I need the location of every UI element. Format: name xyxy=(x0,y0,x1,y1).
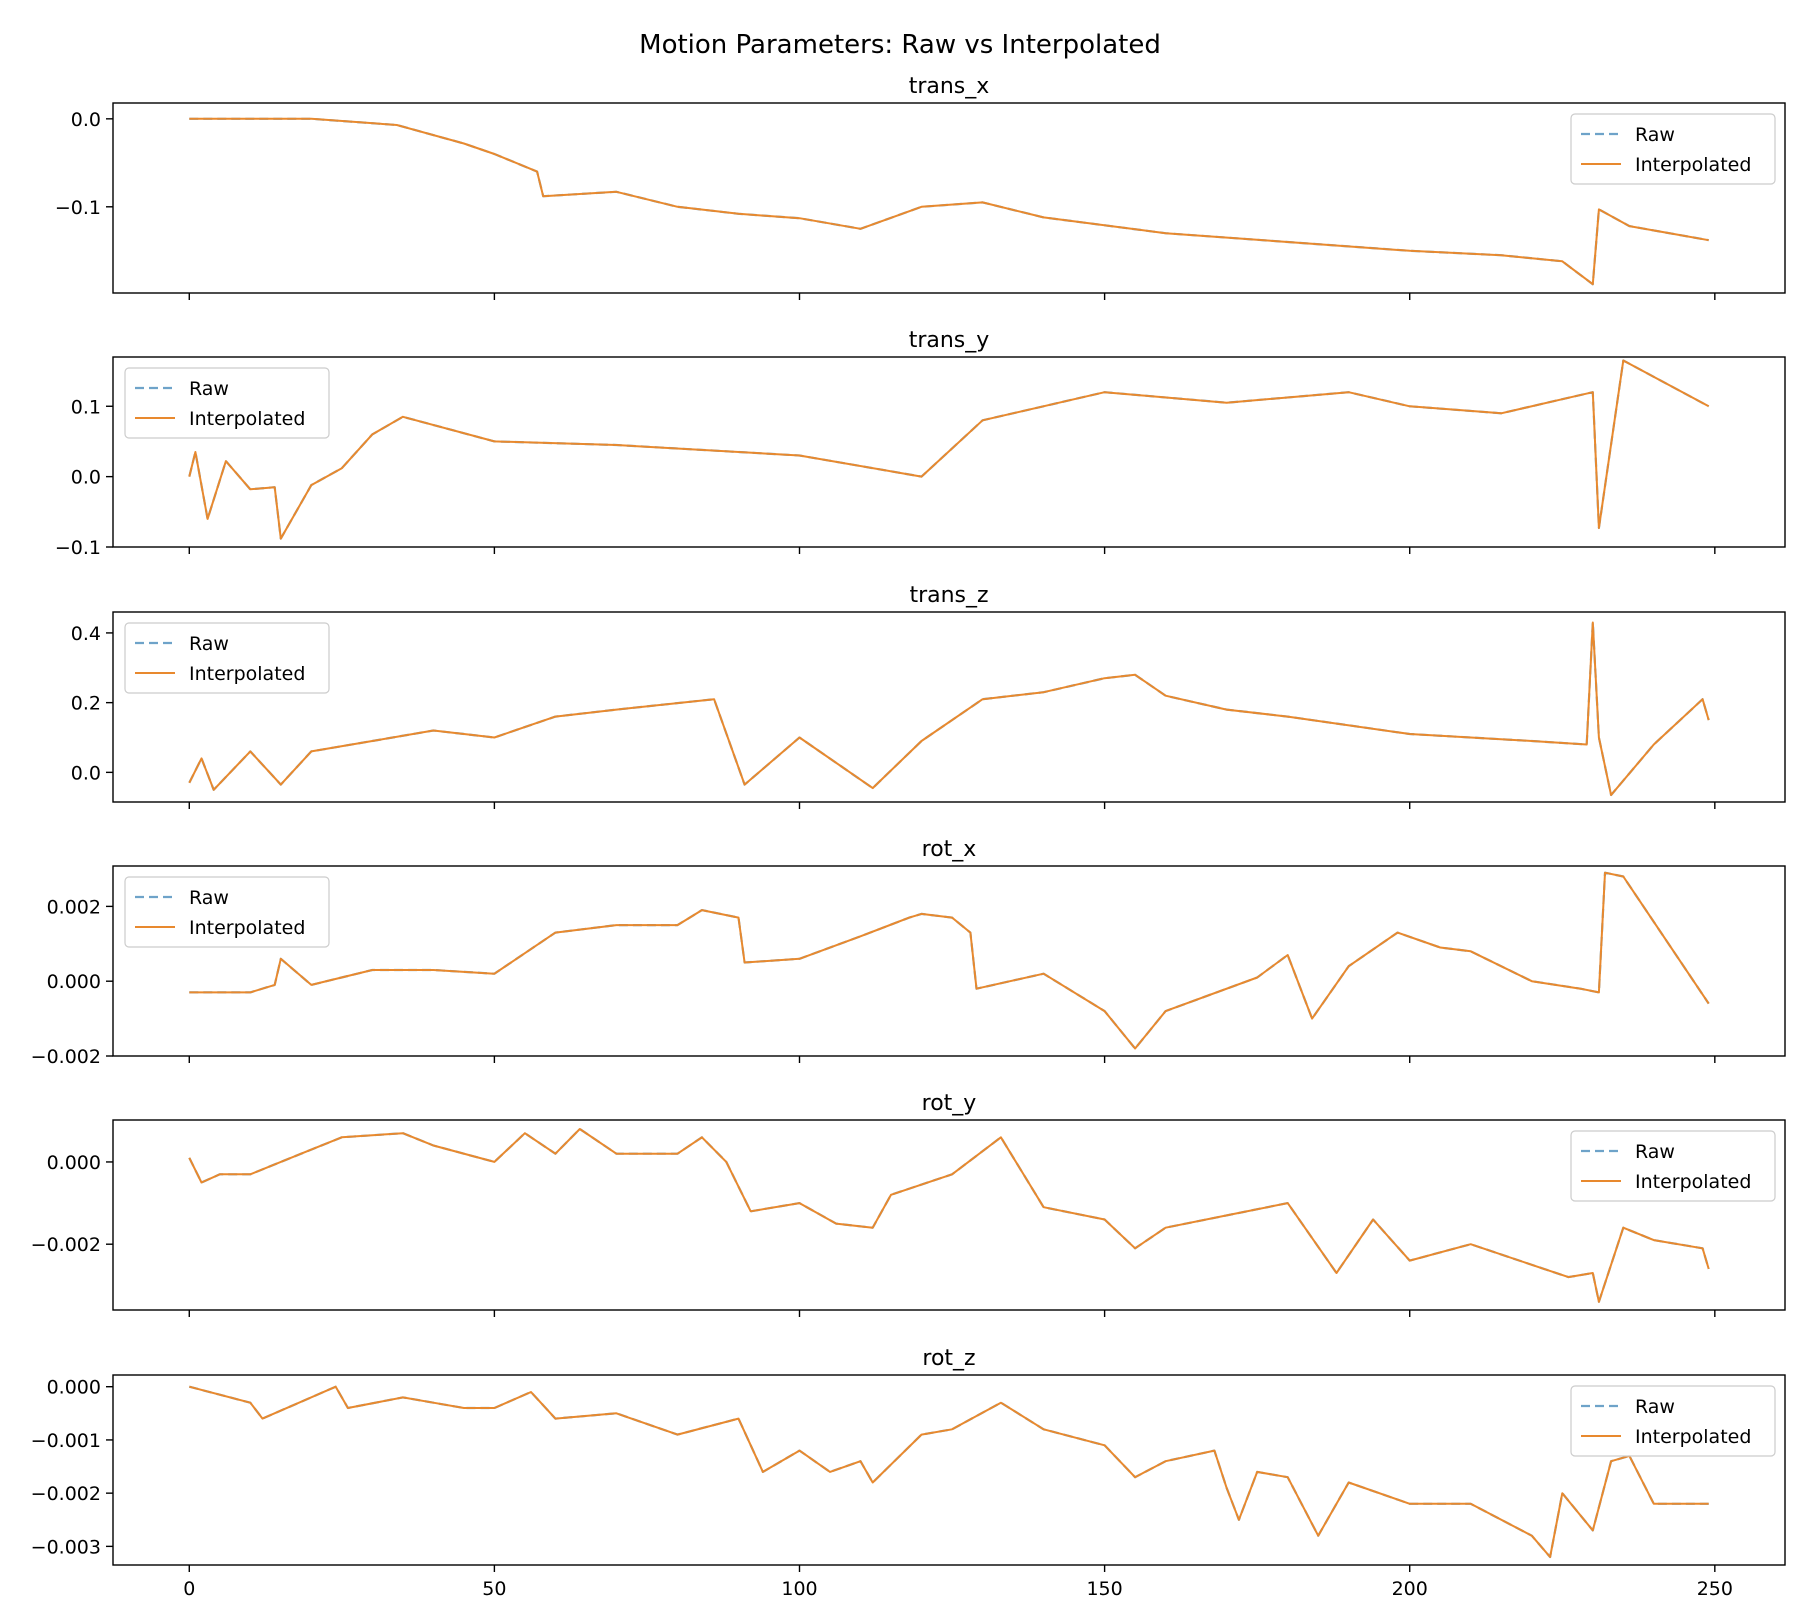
legend-label-raw: Raw xyxy=(189,633,229,655)
panel-title: rot_y xyxy=(922,1091,977,1116)
x-tick-label: 200 xyxy=(1392,1578,1428,1600)
series-line-interpolated xyxy=(189,117,1709,286)
legend-label-raw: Raw xyxy=(189,378,229,400)
legend-box xyxy=(124,622,330,694)
legend-box xyxy=(124,876,330,948)
x-tick-label: 50 xyxy=(482,1578,506,1600)
legend-label-raw: Raw xyxy=(1635,1141,1675,1163)
series-line-interpolated xyxy=(188,359,1710,540)
panel-rot_x: rot_x −0.002 0.000 0.002 Raw Interpolated xyxy=(31,837,1786,1068)
legend-box xyxy=(1570,113,1776,185)
legend: Raw Interpolated xyxy=(1570,113,1776,185)
axes-frame xyxy=(112,611,1786,803)
y-tick-label: 0.2 xyxy=(71,693,101,715)
panel-title: trans_x xyxy=(909,74,990,99)
axes-frame xyxy=(112,1374,1786,1566)
y-tick-label: 0.000 xyxy=(47,1152,101,1174)
panel-title: trans_y xyxy=(909,328,990,353)
y-tick-label: 0.002 xyxy=(47,896,101,918)
legend-box xyxy=(124,367,330,439)
figure-title: Motion Parameters: Raw vs Interpolated xyxy=(639,30,1161,60)
panel-trans_z: trans_z 0.0 0.2 0.4 Raw Interpolated xyxy=(71,583,1786,809)
y-tick-label: 0.000 xyxy=(47,1377,101,1399)
panel-rot_y: rot_y −0.002 0.000 Raw Interpolated xyxy=(31,1091,1786,1317)
y-tick-label: −0.003 xyxy=(31,1536,101,1558)
series-line-interpolated xyxy=(188,1128,1710,1303)
y-tick-label: 0.4 xyxy=(71,623,101,645)
legend-label-interpolated: Interpolated xyxy=(189,663,305,685)
series-line-interpolated xyxy=(188,621,1710,796)
panel-title: trans_z xyxy=(909,583,988,608)
y-tick-label: −0.002 xyxy=(31,1046,101,1068)
legend-label-raw: Raw xyxy=(1635,124,1675,146)
legend: Raw Interpolated xyxy=(1570,1130,1776,1202)
y-tick-label: −0.002 xyxy=(31,1483,101,1505)
x-tick-label: 0 xyxy=(183,1578,195,1600)
legend: Raw Interpolated xyxy=(124,622,330,694)
y-tick-label: −0.1 xyxy=(55,197,101,219)
x-tick-label: 100 xyxy=(781,1578,817,1600)
y-tick-label: 0.0 xyxy=(71,467,101,489)
legend-label-raw: Raw xyxy=(189,887,229,909)
panel-trans_y: trans_y −0.1 0.0 0.1 Raw Interpolated xyxy=(55,328,1786,559)
y-tick-label: −0.1 xyxy=(55,537,101,559)
axes-frame xyxy=(112,356,1786,548)
legend-label-interpolated: Interpolated xyxy=(189,408,305,430)
axes-frame xyxy=(112,1119,1786,1311)
legend-label-interpolated: Interpolated xyxy=(1635,1171,1751,1193)
y-tick-label: 0.1 xyxy=(71,396,101,418)
legend-box xyxy=(1570,1130,1776,1202)
legend-label-interpolated: Interpolated xyxy=(189,917,305,939)
y-tick-label: 0.0 xyxy=(71,109,101,131)
legend: Raw Interpolated xyxy=(1570,1385,1776,1457)
x-tick-label: 150 xyxy=(1086,1578,1122,1600)
series-line-interpolated xyxy=(189,1385,1709,1558)
legend: Raw Interpolated xyxy=(124,876,330,948)
y-tick-label: 0.000 xyxy=(47,971,101,993)
x-tick-label: 250 xyxy=(1697,1578,1733,1600)
panel-title: rot_x xyxy=(922,837,977,862)
panel-trans_x: trans_x −0.1 0.0 Raw Interpolated xyxy=(55,74,1786,300)
y-tick-label: 0.0 xyxy=(71,762,101,784)
legend-label-interpolated: Interpolated xyxy=(1635,154,1751,176)
axes-frame xyxy=(112,102,1786,294)
y-tick-label: −0.002 xyxy=(31,1234,101,1256)
legend-label-raw: Raw xyxy=(1635,1396,1675,1418)
panel-title: rot_z xyxy=(922,1346,975,1371)
legend: Raw Interpolated xyxy=(124,367,330,439)
panel-rot_z: rot_z −0.003 −0.002 −0.001 0.000 0 50 100 150 200… xyxy=(31,1346,1786,1600)
legend-label-interpolated: Interpolated xyxy=(1635,1426,1751,1448)
legend-box xyxy=(1570,1385,1776,1457)
y-tick-label: −0.001 xyxy=(31,1430,101,1452)
axes-frame xyxy=(112,865,1786,1057)
series-line-interpolated xyxy=(189,871,1710,1050)
